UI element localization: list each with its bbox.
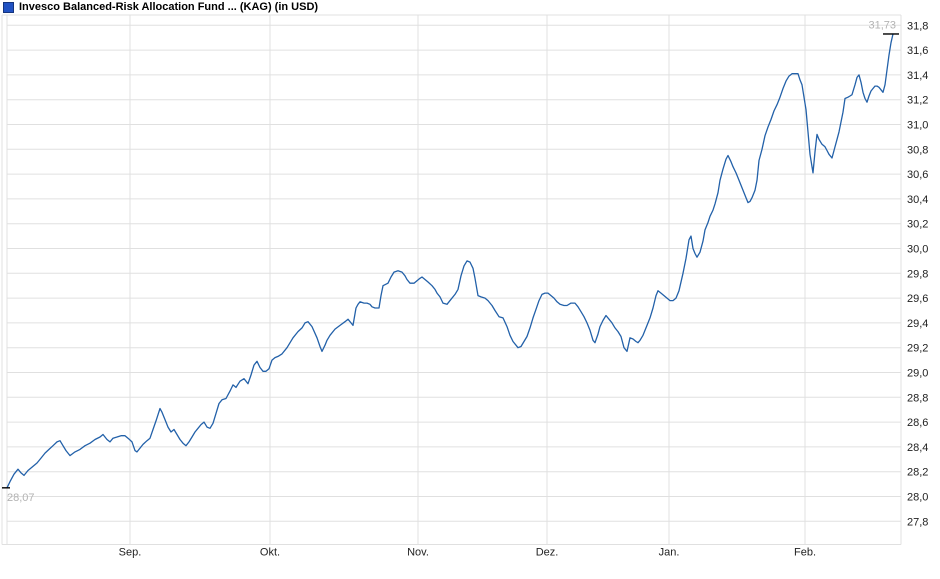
y-axis-label: 28,4 [907, 442, 928, 454]
chart-title: Invesco Balanced-Risk Allocation Fund ..… [19, 1, 319, 13]
y-axis-label: 28,2 [907, 467, 928, 479]
y-axis-label: 29,8 [907, 268, 928, 280]
y-axis-label: 28,0 [907, 492, 928, 504]
x-axis-label: Nov. [407, 547, 429, 559]
y-axis-label: 31,2 [907, 95, 928, 107]
legend-color-swatch [3, 2, 14, 13]
y-axis-label: 31,8 [907, 20, 928, 32]
y-axis-label: 30,8 [907, 144, 928, 156]
y-axis-label: 28,8 [907, 392, 928, 404]
x-axis-label: Feb. [794, 547, 816, 559]
y-axis-label: 31,6 [907, 45, 928, 57]
x-axis-label: Sep. [119, 547, 142, 559]
y-axis-label: 31,4 [907, 70, 928, 82]
last-value-label: 31,73 [868, 19, 896, 31]
y-axis-label: 29,0 [907, 368, 928, 380]
chart-legend: Invesco Balanced-Risk Allocation Fund ..… [3, 1, 318, 14]
x-axis-label: Dez. [536, 547, 559, 559]
y-axis-label: 30,4 [907, 194, 928, 206]
y-axis-label: 29,4 [907, 318, 928, 330]
y-axis-label: 27,8 [907, 516, 928, 528]
x-axis-label: Okt. [260, 547, 280, 559]
y-axis-label: 31,0 [907, 120, 928, 132]
y-axis-label: 30,2 [907, 219, 928, 231]
price-line [6, 33, 894, 489]
first-value-label: 28,07 [7, 492, 35, 504]
y-axis-label: 28,6 [907, 417, 928, 429]
y-axis-label: 30,0 [907, 244, 928, 256]
y-axis-label: 30,6 [907, 169, 928, 181]
x-axis-label: Jan. [659, 547, 680, 559]
y-axis-label: 29,2 [907, 343, 928, 355]
y-axis-label: 29,6 [907, 293, 928, 305]
